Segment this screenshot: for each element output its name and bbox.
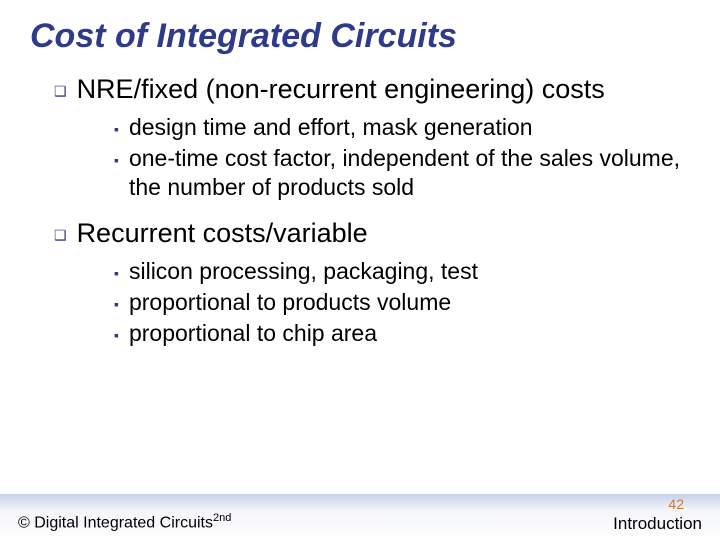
sub-bullet-item: ▪ design time and effort, mask generatio…: [114, 113, 690, 142]
square-bullet-icon: ▪: [114, 296, 119, 312]
bullet-item: ❑ Recurrent costs/variable: [54, 217, 690, 251]
bullet-text: NRE/fixed (non-recurrent engineering) co…: [77, 73, 605, 107]
square-bullet-icon: ▪: [114, 121, 119, 137]
section-label: Introduction: [613, 514, 702, 534]
square-bullet-icon: ▪: [114, 152, 119, 168]
sub-bullet-item: ▪ proportional to chip area: [114, 319, 690, 348]
slide: Cost of Integrated Circuits ❑ NRE/fixed …: [0, 0, 720, 540]
slide-content: ❑ NRE/fixed (non-recurrent engineering) …: [30, 73, 690, 347]
sub-list: ▪ silicon processing, packaging, test ▪ …: [54, 257, 690, 347]
bullet-text: Recurrent costs/variable: [77, 217, 368, 251]
sub-bullet-text: design time and effort, mask generation: [129, 113, 533, 142]
sub-list: ▪ design time and effort, mask generatio…: [54, 113, 690, 201]
footer-copyright: © Digital Integrated Circuits2nd: [18, 512, 231, 532]
square-bullet-icon: ❑: [54, 227, 67, 244]
square-bullet-icon: ❑: [54, 83, 67, 100]
bullet-item: ❑ NRE/fixed (non-recurrent engineering) …: [54, 73, 690, 107]
slide-title: Cost of Integrated Circuits: [30, 18, 690, 55]
square-bullet-icon: ▪: [114, 265, 119, 281]
sub-bullet-text: silicon processing, packaging, test: [129, 257, 478, 286]
slide-footer: © Digital Integrated Circuits2nd 42 Intr…: [0, 494, 720, 540]
sub-bullet-item: ▪ proportional to products volume: [114, 288, 690, 317]
sub-bullet-item: ▪ silicon processing, packaging, test: [114, 257, 690, 286]
sub-bullet-text: proportional to chip area: [129, 319, 377, 348]
copyright-text: © Digital Integrated Circuits: [18, 514, 213, 531]
square-bullet-icon: ▪: [114, 327, 119, 343]
copyright-edition: 2nd: [213, 512, 231, 524]
footer-right: 42 Introduction: [613, 496, 702, 534]
sub-bullet-item: ▪ one-time cost factor, independent of t…: [114, 144, 690, 202]
sub-bullet-text: proportional to products volume: [129, 288, 451, 317]
page-number: 42: [668, 496, 684, 512]
sub-bullet-text: one-time cost factor, independent of the…: [129, 144, 690, 202]
